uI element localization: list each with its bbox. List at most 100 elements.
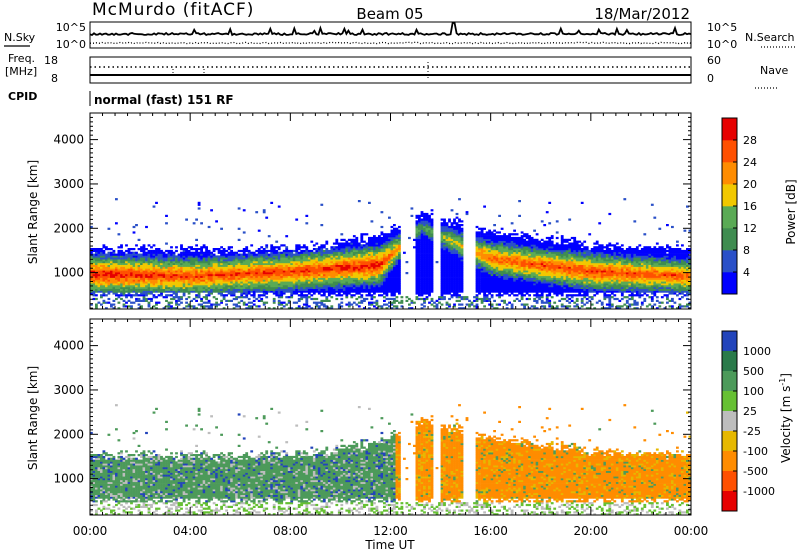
power-cell (105, 273, 108, 277)
power-cell (483, 242, 486, 245)
power-cell (195, 275, 198, 278)
power-cell (222, 288, 226, 291)
power-cell (170, 249, 173, 253)
power-cell (385, 251, 389, 254)
power-cell (385, 303, 389, 306)
power-cell (257, 275, 261, 278)
power-cell (440, 275, 444, 278)
power-cell (195, 249, 198, 253)
power-cell (120, 286, 123, 289)
power-cell (415, 235, 419, 238)
power-cell (330, 264, 334, 267)
power-cell (307, 275, 311, 278)
power-cell (255, 273, 259, 277)
power-cell (460, 286, 464, 289)
power-cell (430, 231, 434, 234)
power-cell (443, 225, 446, 229)
power-cell (443, 222, 446, 225)
power-cell (260, 290, 264, 293)
power-cell (475, 233, 479, 236)
power-cell (383, 257, 386, 260)
power-cell (478, 259, 481, 262)
power-cell (265, 244, 269, 247)
power-cell (312, 290, 316, 293)
power-cell (453, 279, 456, 282)
power-cell (162, 268, 166, 271)
power-cell (205, 288, 208, 291)
power-cell (373, 264, 376, 267)
power-cell (217, 303, 221, 306)
power-cell (390, 281, 394, 284)
power-cell (195, 255, 198, 258)
power-cell (350, 262, 354, 265)
power-cell (192, 290, 196, 293)
power-cell (160, 253, 163, 256)
power-cell (165, 222, 168, 225)
power-cell (247, 249, 251, 253)
power-cell (172, 272, 176, 275)
power-cell (162, 290, 166, 293)
power-cell (440, 248, 444, 251)
power-cell (235, 251, 238, 254)
power-cell (125, 272, 128, 275)
power-cell (305, 249, 309, 253)
power-cell (302, 259, 306, 262)
power-cell (388, 235, 391, 238)
power-cell (423, 240, 426, 243)
power-cell (415, 261, 419, 264)
power-cell (415, 290, 419, 293)
power-cell (280, 283, 284, 286)
power-cell (453, 292, 456, 295)
power-cell (425, 214, 429, 217)
power-cell (197, 251, 201, 254)
power-cell (365, 279, 369, 282)
power-cell (107, 257, 111, 260)
power-cell (370, 251, 374, 254)
power-cell (215, 277, 218, 280)
power-cell (215, 275, 218, 278)
power-cell (227, 255, 231, 258)
power-cell (425, 283, 429, 286)
power-cell (483, 290, 486, 293)
power-cell (252, 273, 256, 277)
power-cell (155, 301, 158, 304)
power-cell (458, 268, 461, 271)
power-cell (332, 290, 336, 293)
power-cell (317, 305, 321, 308)
power-cell (90, 249, 93, 253)
power-cell (227, 275, 231, 278)
power-cell (460, 224, 464, 227)
power-cell (102, 270, 106, 273)
power-cell (117, 279, 121, 282)
power-cell (430, 209, 434, 212)
power-cell (350, 272, 354, 275)
power-cell (302, 275, 306, 278)
power-cell (280, 281, 284, 284)
power-cell (285, 264, 289, 267)
power-cell (393, 297, 396, 301)
power-cell (202, 266, 206, 269)
power-cell (102, 262, 106, 265)
power-cell (485, 277, 489, 280)
power-cell (300, 286, 304, 289)
power-cell (370, 303, 374, 306)
power-cell (505, 248, 509, 251)
power-cell (380, 290, 384, 293)
power-cell (275, 281, 279, 284)
power-cell (510, 257, 514, 260)
power-cell (125, 270, 128, 273)
power-cell (300, 275, 304, 278)
program-name: normal (fast) 151 RF (94, 93, 234, 107)
power-cell (383, 233, 386, 236)
power-cell (115, 275, 118, 278)
power-cell (97, 272, 101, 275)
power-cell (478, 275, 481, 278)
power-cell (388, 233, 391, 236)
power-cell (95, 257, 98, 260)
power-cell (373, 257, 376, 260)
power-cell (137, 279, 141, 282)
power-cell (317, 262, 321, 265)
power-cell (222, 297, 226, 301)
power-cell (420, 303, 424, 306)
power-cell (190, 275, 193, 278)
